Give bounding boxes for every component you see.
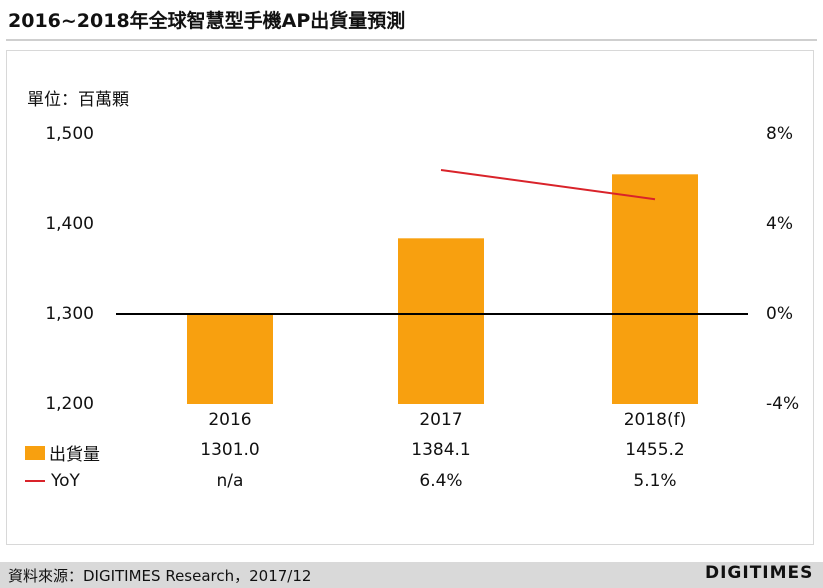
y-tick-label: 1,200 bbox=[45, 394, 94, 414]
bar-2016 bbox=[187, 313, 273, 404]
y2-tick-label: 4% bbox=[766, 214, 793, 234]
yoy-line bbox=[440, 169, 656, 201]
y2-tick-label: 0% bbox=[766, 304, 793, 324]
title-divider bbox=[6, 39, 817, 41]
digitimes-logo: DIGITIMES bbox=[705, 563, 814, 583]
y-tick-label: 1,300 bbox=[45, 304, 94, 324]
shipment-value: 1384.1 bbox=[411, 440, 471, 460]
yoy-value: 6.4% bbox=[419, 471, 463, 491]
legend-yoy: YoY bbox=[25, 471, 80, 491]
y-tick-label: 1,500 bbox=[45, 124, 94, 144]
legend-shipments: 出貨量 bbox=[25, 440, 100, 465]
y2-tick-label: 8% bbox=[766, 124, 793, 144]
y2-tick-label: -4% bbox=[766, 394, 800, 414]
y-tick-label: 1,400 bbox=[45, 214, 94, 234]
yoy-value: n/a bbox=[216, 471, 244, 491]
line-swatch-icon bbox=[25, 480, 45, 482]
legend-yoy-label: YoY bbox=[51, 471, 80, 491]
shipment-value: 1455.2 bbox=[625, 440, 685, 460]
x-category-label: 2017 bbox=[419, 410, 463, 430]
x-category-label: 2016 bbox=[208, 410, 252, 430]
x-category-label: 2018(f) bbox=[623, 410, 687, 430]
bar-swatch-icon bbox=[25, 445, 45, 460]
chart-frame bbox=[6, 50, 814, 545]
unit-label: 單位：百萬顆 bbox=[27, 90, 129, 110]
source-note: 資料來源：DIGITIMES Research，2017/12 bbox=[8, 567, 312, 585]
bar-2017 bbox=[398, 238, 484, 404]
shipment-value: 1301.0 bbox=[200, 440, 260, 460]
chart-title: 2016~2018年全球智慧型手機AP出貨量預測 bbox=[8, 10, 406, 32]
bar-2018(f) bbox=[612, 174, 698, 404]
yoy-value: 5.1% bbox=[633, 471, 677, 491]
footer-bar bbox=[0, 562, 823, 588]
legend-shipments-label: 出貨量 bbox=[49, 445, 100, 465]
